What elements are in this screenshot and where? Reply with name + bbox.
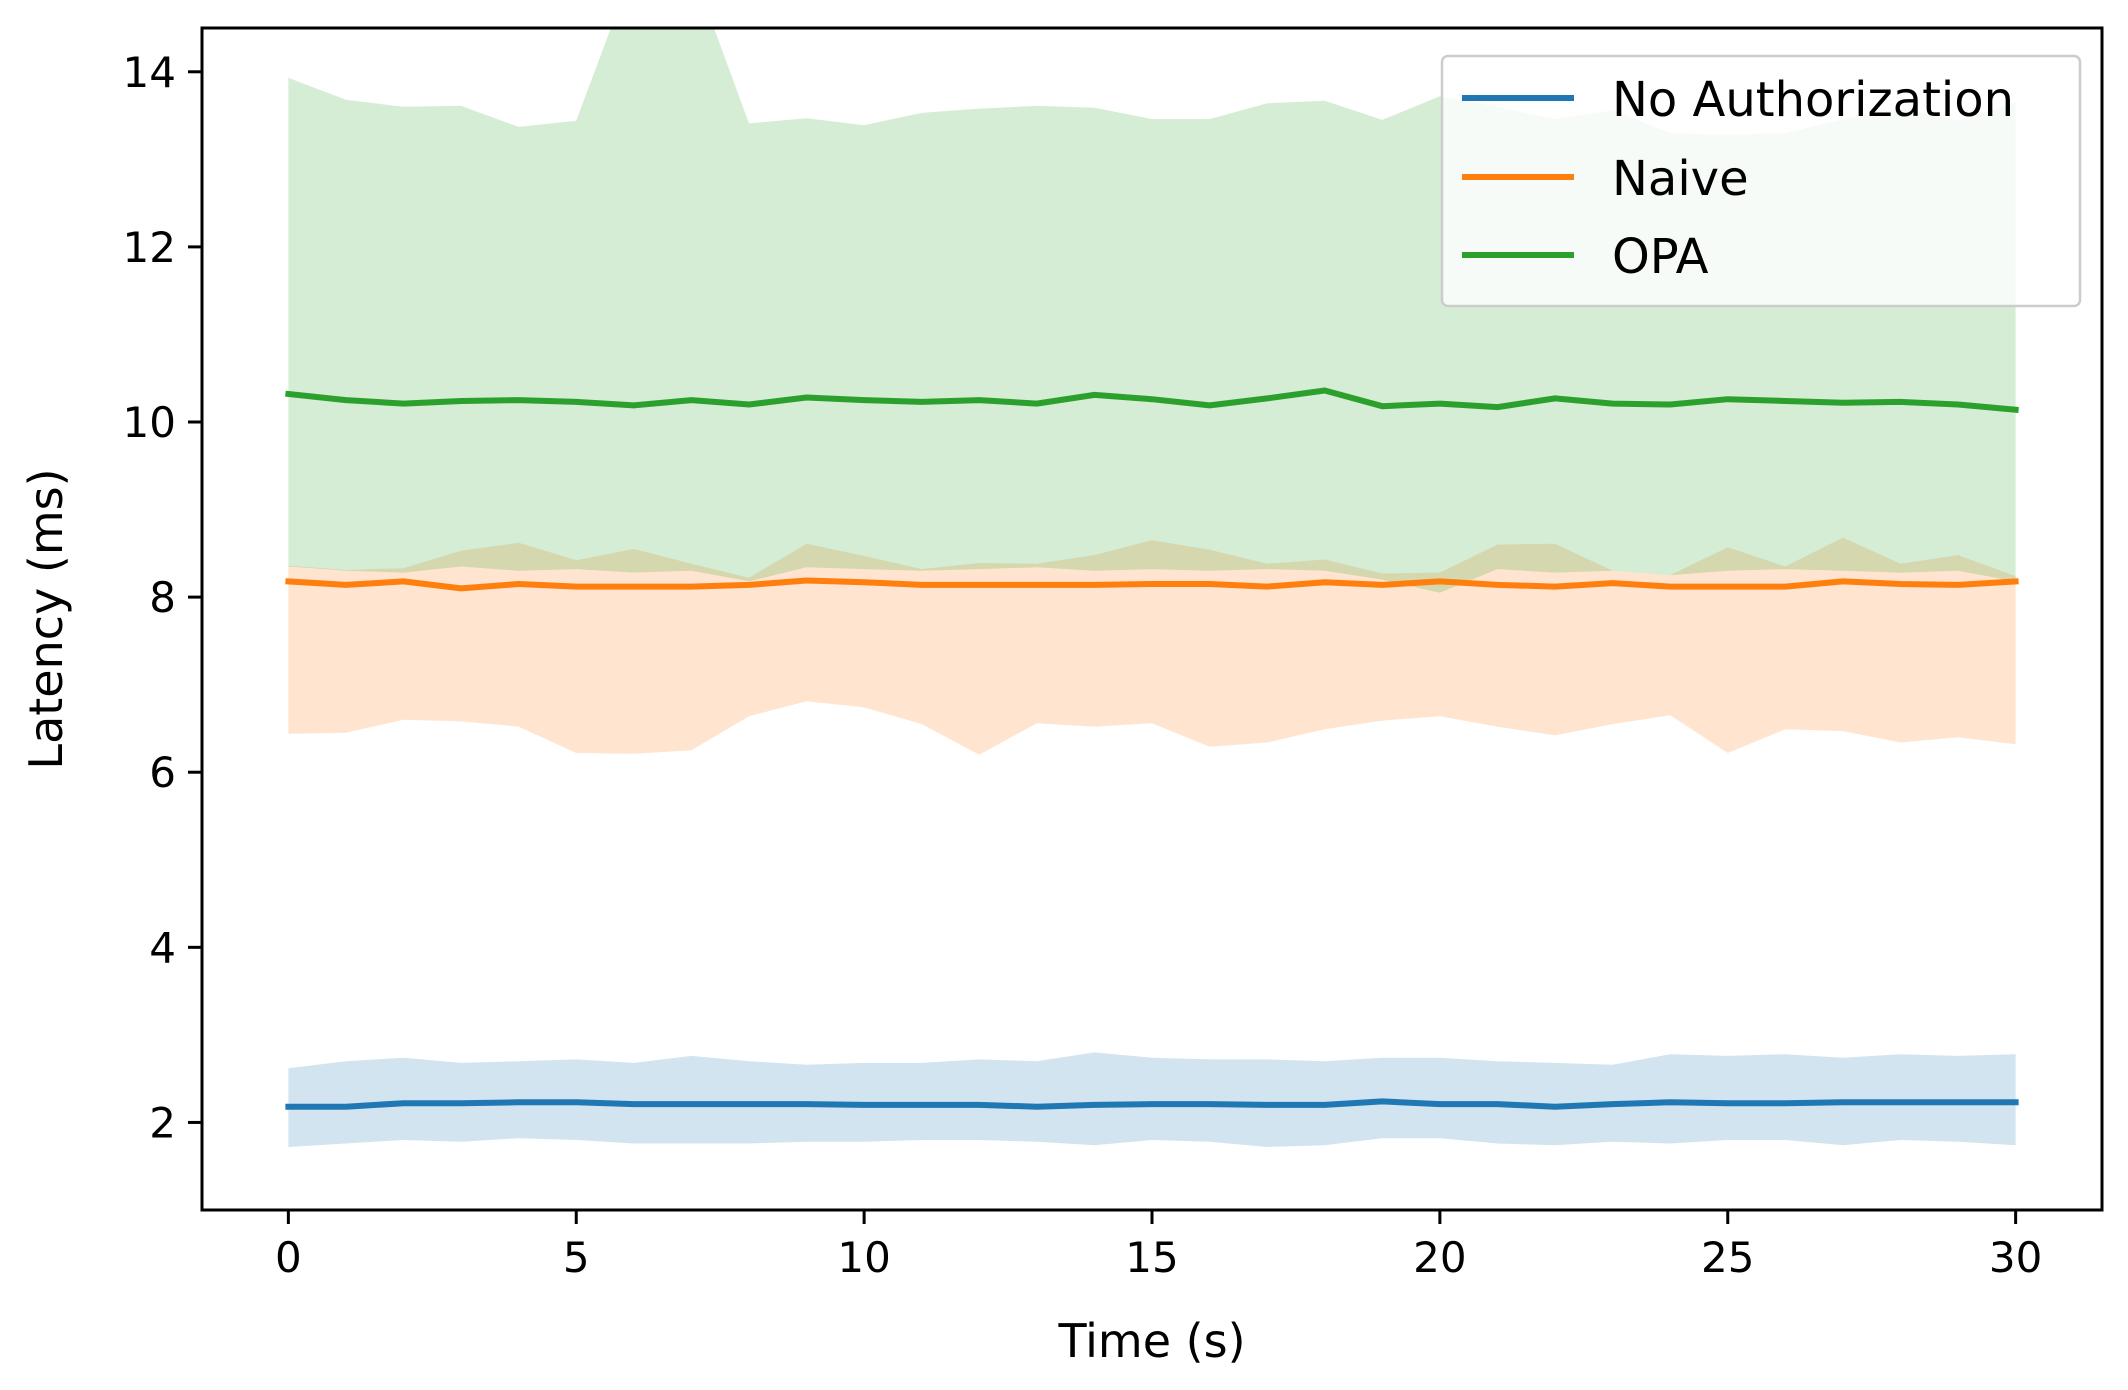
legend-box <box>1440 54 2082 308</box>
y-tick-label: 6 <box>149 748 176 797</box>
y-axis-label: Latency (ms) <box>19 468 73 769</box>
line-naive <box>285 577 2019 592</box>
series-lines <box>285 387 2019 1110</box>
legend-label-opa: OPA <box>1612 229 1709 285</box>
x-axis-ticks: 0 5 10 15 20 25 30 <box>275 1210 2042 1282</box>
x-tick-label: 15 <box>1125 1233 1178 1282</box>
y-tick-label: 8 <box>149 573 176 622</box>
x-tick-label: 25 <box>1701 1233 1754 1282</box>
x-axis-label: Time (s) <box>1057 1314 1245 1368</box>
y-tick-label: 14 <box>123 48 176 97</box>
legend: No Authorization Naive OPA <box>1440 54 2082 308</box>
line-opa <box>285 387 2019 413</box>
band-no-authorization <box>288 1052 2016 1147</box>
legend-label-no-authorization: No Authorization <box>1612 72 2014 128</box>
y-tick-label: 10 <box>123 398 176 447</box>
y-tick-label: 12 <box>123 223 176 272</box>
legend-label-naive: Naive <box>1612 151 1749 207</box>
line-no-authorization <box>285 1098 2019 1110</box>
x-tick-label: 10 <box>837 1233 890 1282</box>
x-tick-label: 0 <box>275 1233 302 1282</box>
x-tick-label: 5 <box>563 1233 590 1282</box>
y-axis-ticks: 2 4 6 8 10 12 14 <box>123 48 202 1147</box>
y-tick-label: 2 <box>149 1098 176 1147</box>
x-tick-label: 30 <box>1989 1233 2042 1282</box>
y-tick-label: 4 <box>149 923 176 972</box>
band-naive <box>288 537 2016 755</box>
x-tick-label: 20 <box>1413 1233 1466 1282</box>
